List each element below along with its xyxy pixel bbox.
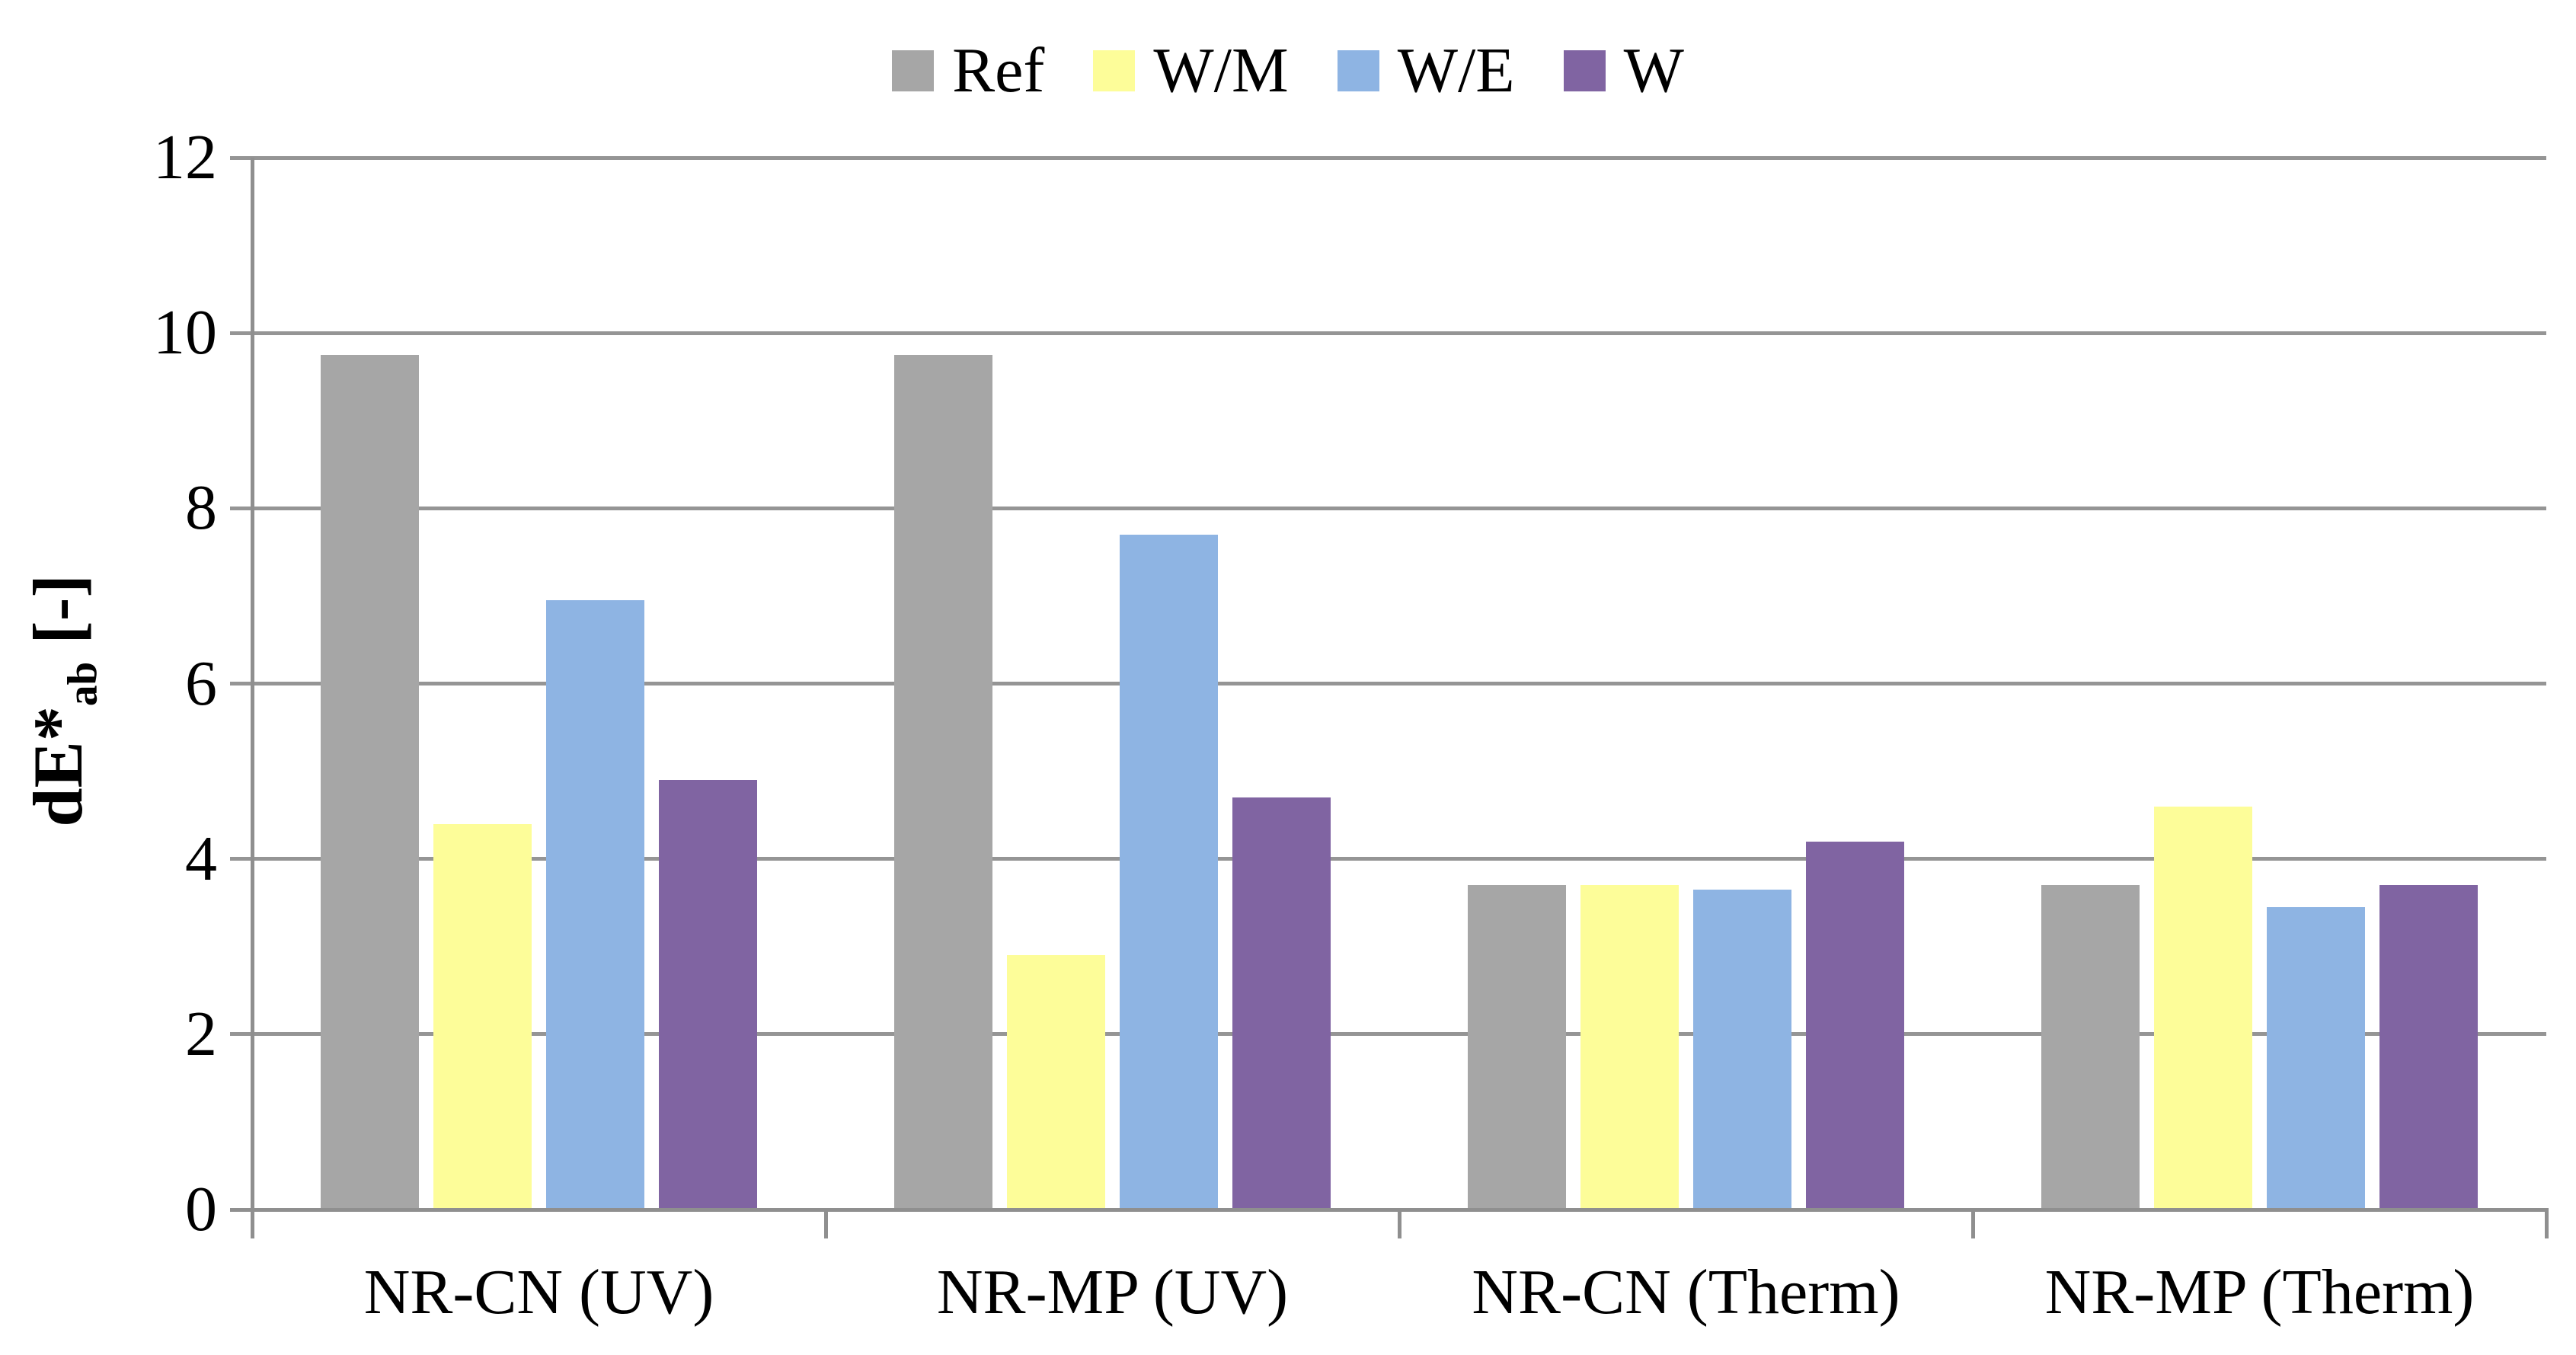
x-axis-tick-0 <box>250 1208 254 1238</box>
legend-swatch-w <box>1563 50 1606 91</box>
x-category-label-nr-mp-therm: NR-MP (Therm) <box>2044 1257 2475 1328</box>
legend-item-w-e: W/E <box>1337 34 1515 106</box>
gridline-y-12 <box>230 155 2546 160</box>
legend-swatch-ref <box>892 50 935 91</box>
legend-swatch-w-m <box>1093 50 1136 91</box>
y-tick-label-10: 10 <box>153 297 217 369</box>
y-tick-label-0: 0 <box>185 1174 217 1245</box>
y-tick-label-4: 4 <box>185 823 217 894</box>
bar-ref-nr-cn-uv <box>321 354 419 1210</box>
y-tick-label-6: 6 <box>185 647 217 719</box>
x-category-label-nr-cn-therm: NR-CN (Therm) <box>1472 1257 1900 1328</box>
bar-w-e-nr-mp-uv <box>1120 534 1218 1210</box>
x-axis-line <box>230 1207 2546 1212</box>
x-axis-tick-2 <box>1397 1208 1401 1238</box>
legend-label-w: W <box>1623 34 1684 106</box>
bar-w-m-nr-mp-therm <box>2154 806 2252 1210</box>
legend-label-ref: Ref <box>952 34 1045 106</box>
bar-ref-nr-mp-uv <box>894 354 992 1210</box>
bar-w-e-nr-cn-therm <box>1693 889 1791 1210</box>
bar-ref-nr-cn-therm <box>1468 885 1566 1210</box>
bar-ref-nr-mp-therm <box>2041 885 2140 1210</box>
legend: Ref W/M W/E W <box>0 27 2576 114</box>
y-axis-title-main: dE* <box>19 705 97 827</box>
y-tick-label-2: 2 <box>185 998 217 1069</box>
y-tick-label-12: 12 <box>153 122 217 193</box>
bar-w-nr-mp-uv <box>1232 797 1331 1210</box>
gridline-y-10 <box>230 331 2546 335</box>
bar-w-m-nr-mp-uv <box>1007 955 1105 1210</box>
x-category-label-nr-cn-uv: NR-CN (UV) <box>363 1257 714 1328</box>
bar-w-e-nr-mp-therm <box>2267 906 2365 1210</box>
legend-item-w: W <box>1563 34 1684 106</box>
y-tick-label-8: 8 <box>185 472 217 544</box>
x-category-label-nr-mp-uv: NR-MP (UV) <box>936 1257 1289 1328</box>
bar-w-nr-cn-uv <box>659 780 757 1210</box>
legend-item-ref: Ref <box>892 34 1045 106</box>
legend-label-w-e: W/E <box>1397 34 1515 106</box>
legend-item-w-m: W/M <box>1093 34 1289 106</box>
legend-label-w-m: W/M <box>1153 34 1289 106</box>
y-axis-line <box>250 158 254 1210</box>
bar-w-m-nr-cn-therm <box>1580 885 1679 1210</box>
gridline-y-2 <box>230 1032 2546 1037</box>
x-axis-tick-4 <box>2544 1208 2549 1238</box>
bar-w-nr-cn-therm <box>1806 841 1904 1210</box>
gridline-y-8 <box>230 506 2546 510</box>
bar-w-m-nr-cn-uv <box>433 823 532 1210</box>
bar-w-nr-mp-therm <box>2379 885 2478 1210</box>
legend-swatch-w-e <box>1337 50 1379 91</box>
x-axis-tick-3 <box>1970 1208 1975 1238</box>
gridline-y-4 <box>230 857 2546 861</box>
bar-w-e-nr-cn-uv <box>546 600 644 1210</box>
x-axis-tick-1 <box>823 1208 828 1238</box>
gridline-y-6 <box>230 682 2546 685</box>
